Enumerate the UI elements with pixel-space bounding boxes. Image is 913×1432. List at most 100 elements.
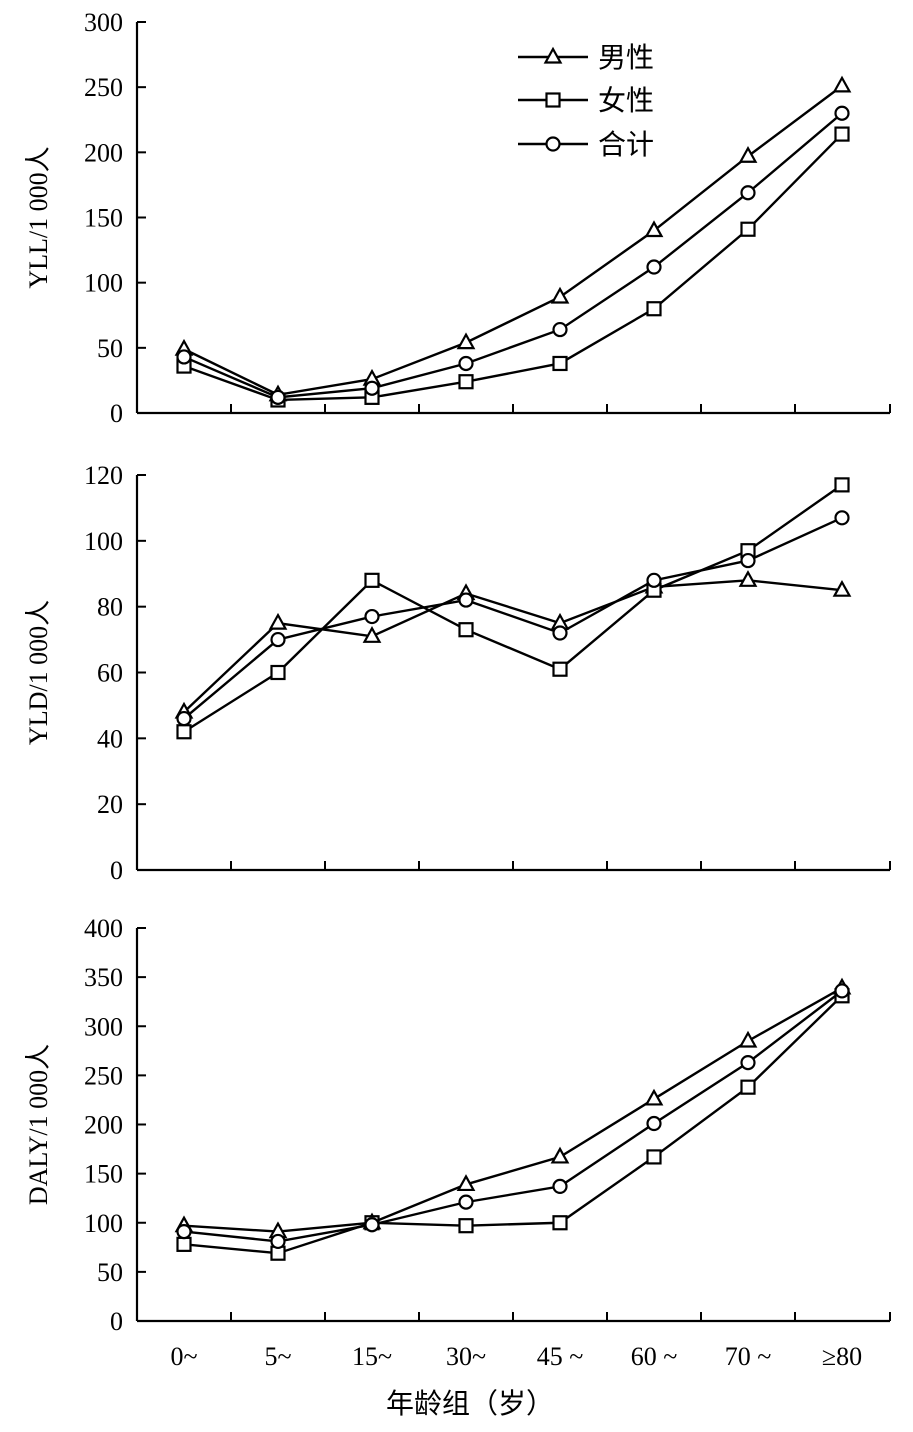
yll-y-tick-label: 150	[84, 204, 123, 233]
yld-series-circle	[176, 510, 850, 727]
daly-y-tick-label: 300	[84, 1012, 123, 1041]
daly-data-point	[552, 1178, 568, 1194]
yld-data-point	[364, 608, 380, 625]
yld-data-point	[832, 579, 852, 597]
daly-data-point	[176, 1236, 192, 1252]
yll-series-circle	[176, 105, 850, 405]
yld-data-point	[364, 572, 380, 588]
yll-y-tick-label: 250	[84, 73, 123, 102]
yld-data-point	[362, 626, 382, 643]
yll-data-point	[270, 389, 286, 405]
yld-data-point	[270, 664, 286, 681]
legend-label: 合计	[598, 128, 654, 161]
yll-data-point	[552, 355, 568, 372]
daly-series-line	[183, 994, 843, 1255]
x-tick-label: 5~	[264, 1342, 291, 1371]
yld-y-tick-label: 40	[97, 724, 123, 753]
yld-data-point	[834, 477, 850, 493]
yll-y-axis-title: YLL/1 000人	[24, 146, 53, 288]
yll-y-tick-label: 300	[84, 8, 123, 37]
yll-data-point	[740, 185, 756, 201]
yll-series-line	[183, 112, 843, 399]
yld-data-point	[458, 592, 474, 608]
yld-series-line	[183, 516, 843, 720]
daly-y-tick-label: 100	[84, 1209, 123, 1238]
legend-label: 男性	[598, 41, 654, 74]
daly-data-point	[456, 1174, 476, 1192]
legend-marker	[545, 136, 561, 152]
yll-series-triangle	[174, 75, 852, 402]
yld-data-point	[268, 612, 288, 630]
yld-data-point	[834, 510, 850, 526]
yll-data-point	[738, 145, 758, 163]
yld-panel: 0 20 40 60 80 100 120 YLD/1 000人	[24, 461, 891, 885]
daly-series-line	[183, 986, 843, 1233]
daly-panel: 0 50 100 150 200 250 300 350 400 DALY/1 000人 0~ 5~ 1…	[24, 914, 891, 1420]
yll-data-point	[644, 220, 664, 238]
daly-data-point	[740, 1055, 756, 1071]
x-tick-label: 30~	[446, 1342, 486, 1371]
legend-marker	[543, 46, 563, 64]
yll-y-tick-label: 50	[97, 334, 123, 363]
yld-data-point	[552, 661, 568, 677]
daly-data-point	[646, 1115, 662, 1132]
yld-series-line	[183, 579, 843, 713]
yll-data-point	[458, 355, 474, 372]
daly-data-point	[550, 1146, 570, 1164]
yld-series-line	[183, 483, 843, 733]
yld-y-tick-label: 120	[84, 461, 123, 490]
daly-data-point	[740, 1079, 756, 1095]
x-tick-label: 0~	[170, 1342, 197, 1371]
yld-y-tick-label: 100	[84, 527, 123, 556]
daly-y-tick-label: 350	[84, 963, 123, 992]
x-tick-label: 45 ~	[537, 1342, 584, 1371]
daly-data-point	[364, 1217, 380, 1233]
yll-data-point	[176, 349, 192, 365]
yll-data-point	[740, 221, 756, 237]
daly-series-triangle	[174, 977, 852, 1239]
yll-data-point	[834, 105, 850, 121]
daly-data-point	[458, 1218, 474, 1234]
legend-marker	[545, 92, 561, 108]
daly-series-circle	[176, 983, 850, 1250]
yll-series-line	[183, 84, 843, 396]
yld-data-point	[646, 572, 662, 588]
x-tick-label: ≥80	[822, 1342, 862, 1371]
yld-data-point	[270, 631, 286, 648]
yld-y-tick-label: 60	[97, 659, 123, 688]
yll-data-point	[646, 301, 662, 317]
yld-y-axis-title: YLD/1 000人	[24, 600, 53, 745]
x-tick-label: 15~	[352, 1342, 392, 1371]
yll-y-tick-label: 0	[110, 399, 123, 428]
yld-data-point	[176, 710, 192, 727]
yll-data-point	[550, 286, 570, 304]
daly-data-point	[270, 1233, 286, 1250]
daly-series-square	[176, 988, 850, 1261]
yll-data-point	[456, 332, 476, 350]
x-axis-title: 年龄组（岁）	[386, 1387, 554, 1420]
yld-y-tick-label: 0	[110, 856, 123, 885]
daly-data-point	[834, 983, 850, 999]
daly-data-point	[552, 1215, 568, 1231]
daly-y-tick-label: 400	[84, 914, 123, 943]
daly-y-tick-label: 0	[110, 1307, 123, 1336]
yll-data-point	[552, 321, 568, 338]
yll-data-point	[364, 380, 380, 396]
yll-data-point	[458, 374, 474, 390]
daly-series-line	[183, 989, 843, 1243]
yll-data-point	[834, 126, 850, 142]
yll-series-line	[183, 133, 843, 402]
yld-series-square	[176, 477, 850, 740]
daly-data-point	[176, 1223, 192, 1240]
yld-data-point	[552, 625, 568, 641]
yll-data-point	[646, 259, 662, 275]
yll-y-tick-label: 200	[84, 138, 123, 167]
yld-y-tick-label: 20	[97, 790, 123, 819]
daly-y-tick-label: 200	[84, 1111, 123, 1140]
yld-y-tick-label: 80	[97, 593, 123, 622]
yld-data-point	[176, 724, 192, 740]
yld-data-point	[458, 622, 474, 638]
daly-y-axis-title: DALY/1 000人	[24, 1044, 53, 1205]
